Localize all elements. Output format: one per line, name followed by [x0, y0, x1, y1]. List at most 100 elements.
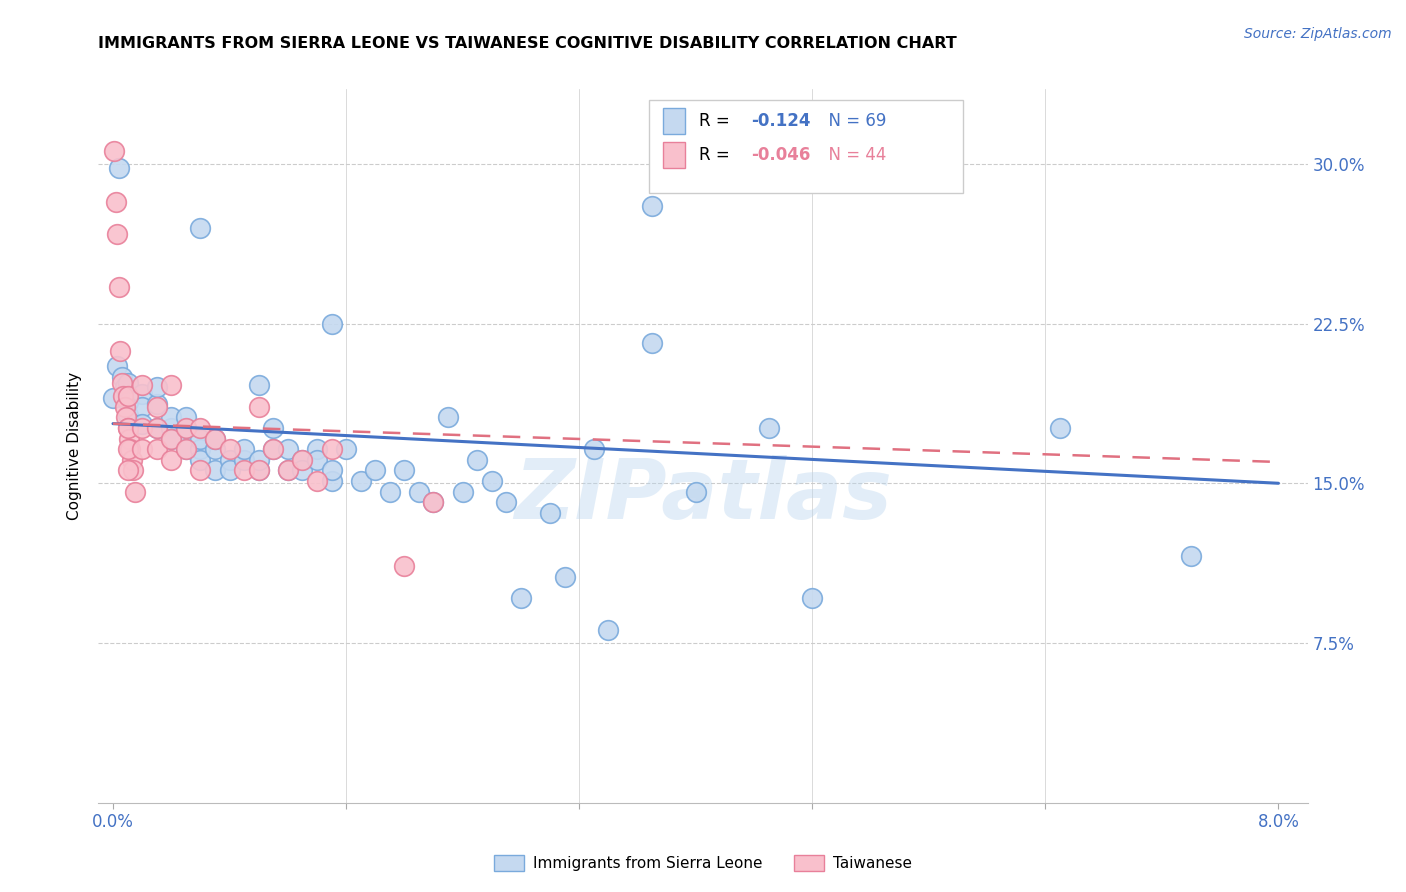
Point: [218, 463, 240, 477]
Bar: [664, 109, 685, 134]
Text: R =: R =: [699, 146, 735, 164]
Point: [145, 421, 167, 435]
Point: [112, 389, 135, 403]
Point: [160, 432, 183, 446]
Point: [1049, 421, 1071, 435]
Point: [247, 400, 270, 414]
Point: [190, 220, 212, 235]
Text: N = 44: N = 44: [818, 146, 886, 164]
Point: [305, 442, 328, 457]
Point: [204, 432, 226, 446]
Bar: [648, 100, 963, 193]
Point: [247, 463, 270, 477]
Point: [437, 410, 460, 425]
Point: [190, 442, 212, 457]
Point: [233, 463, 256, 477]
Point: [145, 400, 167, 414]
Point: [160, 378, 183, 392]
Point: [120, 442, 142, 457]
Point: [641, 335, 664, 350]
Point: [105, 359, 128, 373]
Point: [321, 463, 343, 477]
Point: [190, 463, 212, 477]
Point: [104, 195, 127, 210]
Point: [422, 495, 444, 509]
Point: [262, 442, 284, 457]
Point: [160, 453, 183, 467]
Point: [305, 474, 328, 488]
Point: [247, 463, 270, 477]
Point: [190, 421, 212, 435]
Bar: [664, 142, 685, 168]
Point: [350, 474, 373, 488]
Point: [495, 495, 517, 509]
Point: [321, 474, 343, 488]
Point: [117, 421, 139, 435]
Point: [108, 280, 131, 294]
Text: -0.124: -0.124: [751, 112, 811, 130]
Point: [174, 421, 197, 435]
Point: [118, 432, 141, 446]
Point: [801, 591, 824, 606]
Point: [1180, 549, 1202, 563]
Point: [131, 417, 153, 431]
Point: [277, 463, 299, 477]
Point: [451, 484, 474, 499]
Point: [291, 453, 314, 467]
Point: [204, 432, 226, 446]
Point: [114, 400, 136, 414]
Point: [204, 442, 226, 457]
Point: [218, 453, 240, 467]
Point: [481, 474, 503, 488]
Point: [160, 410, 183, 425]
Point: [204, 463, 226, 477]
Text: -0.046: -0.046: [751, 146, 811, 164]
Point: [305, 453, 328, 467]
Point: [422, 495, 444, 509]
Point: [122, 463, 145, 477]
Point: [247, 453, 270, 467]
Y-axis label: Cognitive Disability: Cognitive Disability: [67, 372, 83, 520]
Point: [103, 144, 125, 158]
Point: [554, 570, 576, 584]
Point: [394, 463, 416, 477]
Point: [233, 442, 256, 457]
Point: [378, 484, 401, 499]
Point: [509, 591, 531, 606]
Point: [160, 421, 183, 435]
Point: [218, 442, 240, 457]
Point: [145, 421, 167, 435]
Text: ZIPatlas: ZIPatlas: [515, 456, 891, 536]
Point: [121, 453, 143, 467]
Point: [174, 442, 197, 457]
Point: [582, 442, 605, 457]
Point: [117, 442, 139, 457]
Point: [145, 442, 167, 457]
Point: [131, 386, 153, 401]
Point: [174, 421, 197, 435]
Point: [117, 421, 139, 435]
Point: [160, 432, 183, 446]
Point: [117, 395, 139, 409]
Point: [598, 624, 620, 638]
Point: [101, 391, 124, 405]
Point: [117, 408, 139, 422]
Text: R =: R =: [699, 112, 735, 130]
Point: [262, 442, 284, 457]
Point: [131, 378, 153, 392]
Point: [110, 344, 132, 359]
Point: [145, 397, 167, 411]
Point: [111, 369, 134, 384]
Legend: Immigrants from Sierra Leone, Taiwanese: Immigrants from Sierra Leone, Taiwanese: [488, 849, 918, 877]
Point: [758, 421, 780, 435]
Point: [131, 421, 153, 435]
Point: [277, 442, 299, 457]
Point: [247, 378, 270, 392]
Point: [174, 410, 197, 425]
Point: [131, 442, 153, 457]
Point: [190, 432, 212, 446]
Point: [291, 453, 314, 467]
Point: [685, 484, 707, 499]
Point: [538, 506, 561, 520]
Point: [364, 463, 387, 477]
